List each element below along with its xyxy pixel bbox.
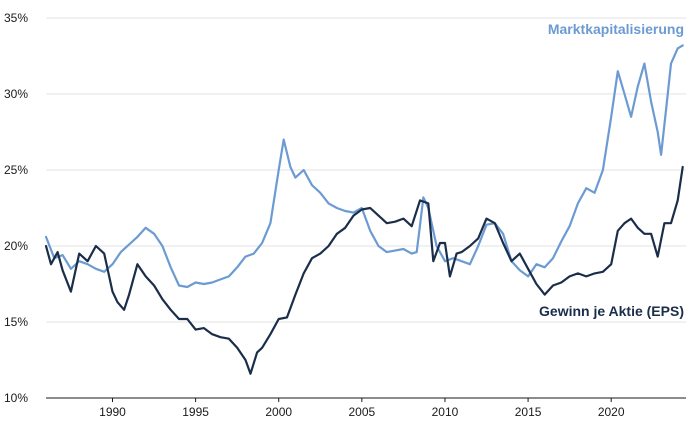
y-tick-label: 30% xyxy=(4,87,28,101)
x-tick-label: 1995 xyxy=(182,405,209,419)
x-tick-label: 2000 xyxy=(265,405,292,419)
x-tick-label: 1990 xyxy=(99,405,126,419)
y-tick-label: 20% xyxy=(4,239,28,253)
x-tick-label: 2020 xyxy=(598,405,625,419)
y-tick-label: 15% xyxy=(4,315,28,329)
y-tick-labels: 10% 15% 20% 25% 30% 35% xyxy=(4,11,28,405)
axes xyxy=(46,397,686,402)
x-tick-label: 2005 xyxy=(348,405,375,419)
y-tick-label: 25% xyxy=(4,163,28,177)
x-tick-label: 2015 xyxy=(515,405,542,419)
y-tick-label: 10% xyxy=(4,391,28,405)
grid xyxy=(46,17,686,323)
series-labels: Marktkapitalisierung Gewinn je Aktie (EPS… xyxy=(539,21,684,319)
series-label-2: Gewinn je Aktie (EPS) xyxy=(539,303,684,319)
y-tick-label: 35% xyxy=(4,11,28,25)
series-lines xyxy=(44,44,684,375)
series-label-1: Marktkapitalisierung xyxy=(548,21,684,37)
series-line-2 xyxy=(44,165,684,375)
series-line-1 xyxy=(44,44,684,289)
x-tick-label: 2010 xyxy=(432,405,459,419)
x-tick-labels: 1990 1995 2000 2005 2010 2015 2020 xyxy=(99,405,625,419)
